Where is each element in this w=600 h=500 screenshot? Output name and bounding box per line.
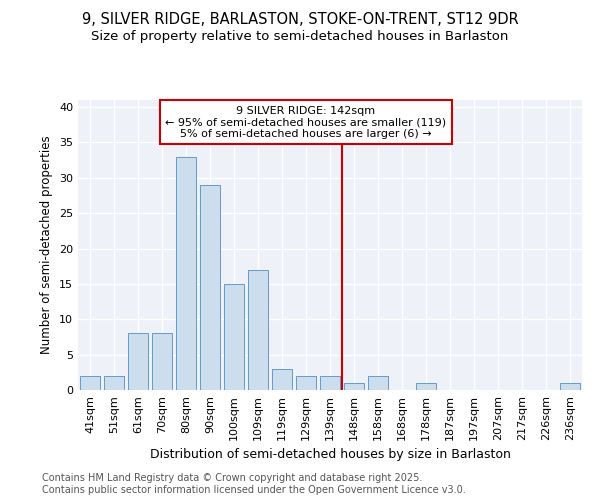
Bar	[344, 383, 364, 390]
Text: Size of property relative to semi-detached houses in Barlaston: Size of property relative to semi-detach…	[91, 30, 509, 43]
Bar	[104, 376, 124, 390]
Bar	[128, 334, 148, 390]
Bar	[224, 284, 244, 390]
Text: 9 SILVER RIDGE: 142sqm
← 95% of semi-detached houses are smaller (119)
5% of sem: 9 SILVER RIDGE: 142sqm ← 95% of semi-det…	[166, 106, 446, 139]
Text: 9, SILVER RIDGE, BARLASTON, STOKE-ON-TRENT, ST12 9DR: 9, SILVER RIDGE, BARLASTON, STOKE-ON-TRE…	[82, 12, 518, 28]
Bar	[176, 156, 196, 390]
Y-axis label: Number of semi-detached properties: Number of semi-detached properties	[40, 136, 53, 354]
Bar	[560, 383, 580, 390]
Bar	[80, 376, 100, 390]
Bar	[416, 383, 436, 390]
Bar	[296, 376, 316, 390]
Bar	[368, 376, 388, 390]
X-axis label: Distribution of semi-detached houses by size in Barlaston: Distribution of semi-detached houses by …	[149, 448, 511, 461]
Bar	[272, 369, 292, 390]
Text: Contains HM Land Registry data © Crown copyright and database right 2025.
Contai: Contains HM Land Registry data © Crown c…	[42, 474, 466, 495]
Bar	[200, 185, 220, 390]
Bar	[320, 376, 340, 390]
Bar	[248, 270, 268, 390]
Bar	[152, 334, 172, 390]
